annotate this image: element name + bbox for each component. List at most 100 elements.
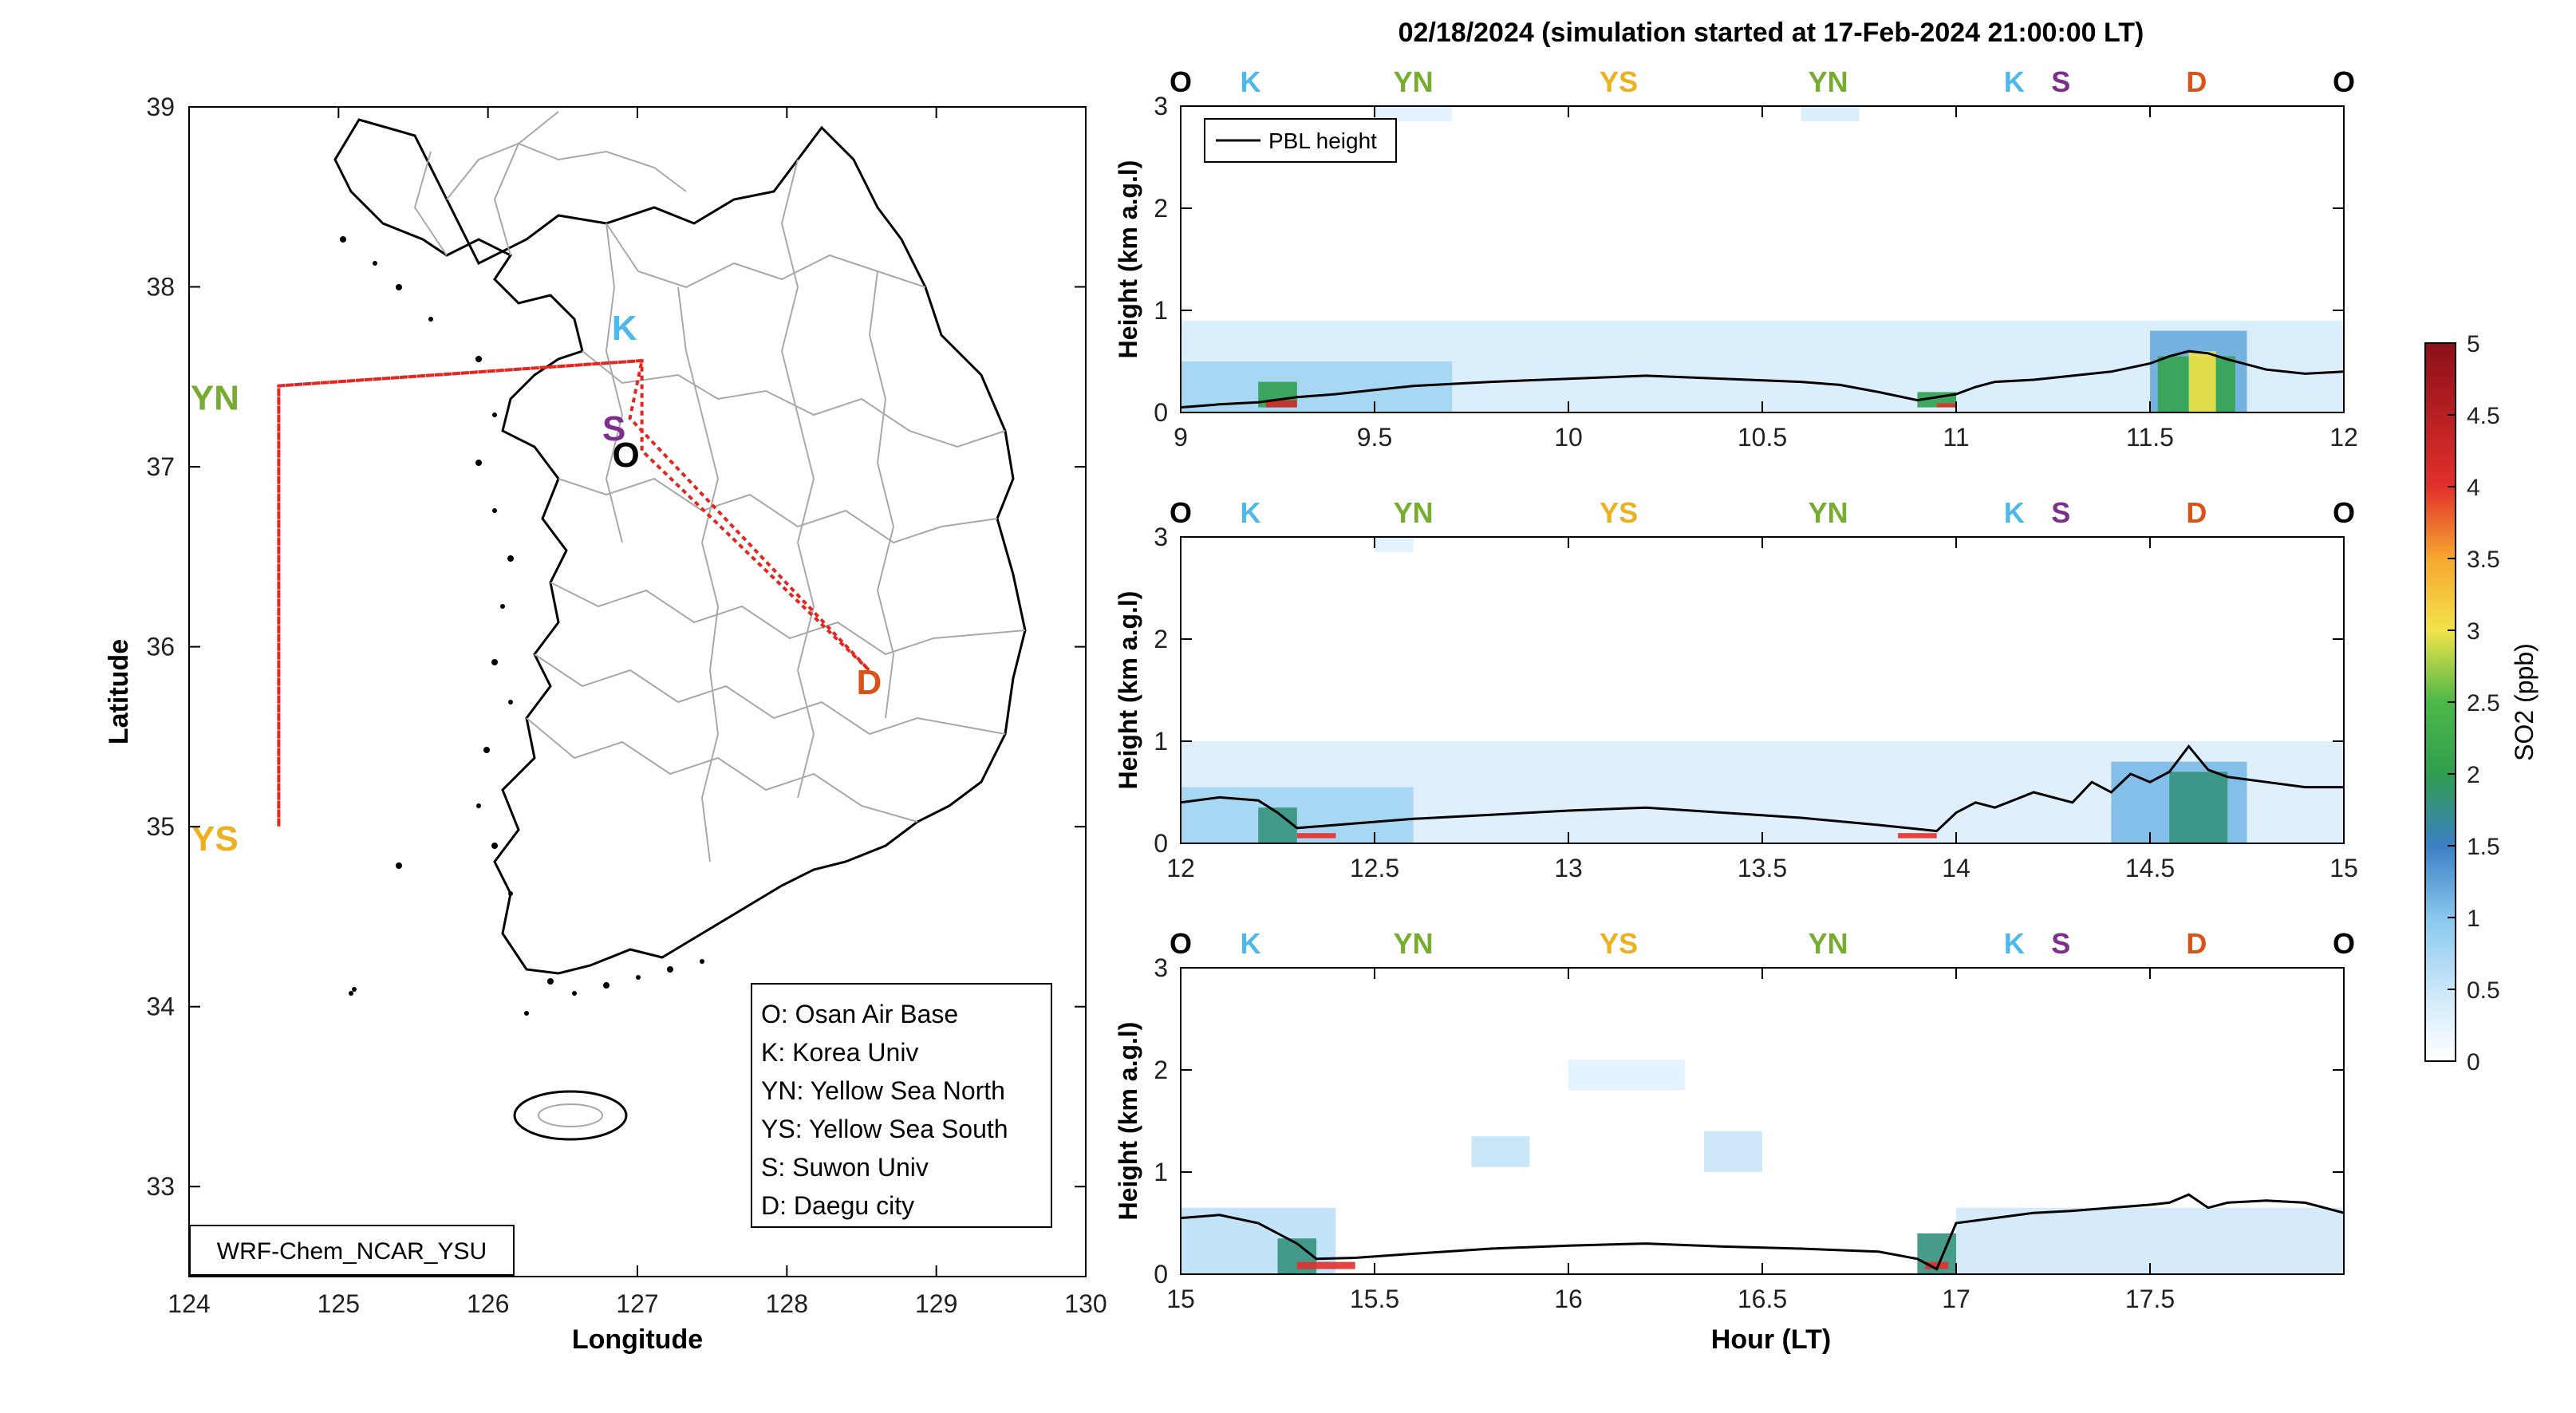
site-marker-label: K xyxy=(1240,65,1260,98)
legend-item: K: Korea Univ xyxy=(761,1038,918,1067)
site-marker-label: D xyxy=(2186,496,2207,529)
site-marker-label: YN xyxy=(1394,496,1434,529)
colorbar-tick-label: 1.5 xyxy=(2467,834,2500,860)
y-axis-label: Height (km a.g.l) xyxy=(1114,160,1142,359)
map-ytick-label: 36 xyxy=(146,633,175,661)
site-marker-label: O xyxy=(1170,927,1192,960)
colorbar-tick-label: 4.5 xyxy=(2467,403,2500,429)
site-label-yn: YN xyxy=(191,379,239,418)
so2-cell xyxy=(1925,1261,1949,1269)
colorbar-tick-label: 0 xyxy=(2467,1049,2480,1076)
so2-cell xyxy=(1375,106,1453,122)
x-tick-label: 9 xyxy=(1174,423,1188,452)
site-marker-label: YS xyxy=(1600,496,1638,529)
site-label-k: K xyxy=(612,309,637,348)
site-marker-label: K xyxy=(2004,65,2025,98)
y-axis-label: Height (km a.g.l) xyxy=(1114,1022,1142,1221)
watermark-text: WRF-Chem_NCAR_YSU xyxy=(217,1238,487,1265)
so2-field xyxy=(1181,106,2344,412)
route-line xyxy=(277,358,870,827)
so2-cell xyxy=(1296,833,1336,839)
x-tick-label: 15 xyxy=(2329,854,2358,882)
x-tick-label: 12 xyxy=(1166,854,1195,882)
y-axis-label: Height (km a.g.l) xyxy=(1114,591,1142,790)
site-marker-label: O xyxy=(2333,927,2355,960)
legend-item: D: Daegu city xyxy=(761,1191,914,1220)
so2-cell xyxy=(2188,351,2216,412)
so2-cell xyxy=(1265,400,1297,408)
y-tick-label: 0 xyxy=(1154,398,1168,427)
legend-item: S: Suwon Univ xyxy=(761,1153,929,1182)
map-xtick-label: 129 xyxy=(915,1289,957,1318)
pbl-height-line xyxy=(1181,1193,2344,1271)
map-ytick-label: 37 xyxy=(146,452,175,481)
so2-field xyxy=(1181,537,2344,843)
peninsula-outline xyxy=(333,118,1027,975)
y-tick-label: 0 xyxy=(1154,829,1168,858)
site-marker-label: K xyxy=(2004,496,2025,529)
x-tick-label: 15.5 xyxy=(1350,1285,1399,1313)
colorbar-label: SO2 (ppb) xyxy=(2510,643,2539,761)
x-tick-label: 11.5 xyxy=(2126,423,2174,452)
pbl-height-line xyxy=(1181,744,2344,833)
curtain-panel-3: 15 15.5 16 16.5 17 17.5 0 1 2 3 Height (km a.g.l) O… xyxy=(1114,927,2355,1313)
colorbar-tick-label: 0.5 xyxy=(2467,977,2500,1004)
x-tick-label: 9.5 xyxy=(1357,423,1392,452)
x-tick-label: 15 xyxy=(1166,1285,1195,1313)
site-marker-label: YN xyxy=(1809,927,1848,960)
map-xtick-label: 126 xyxy=(467,1289,509,1318)
map-ytick-label: 39 xyxy=(146,93,175,121)
site-marker-label: K xyxy=(1240,496,1260,529)
site-label-d: D xyxy=(856,663,882,702)
so2-cell xyxy=(1471,1136,1530,1167)
bottom-xlabel: Hour (LT) xyxy=(1711,1324,1831,1355)
pbl-height-line xyxy=(1181,349,2344,409)
map-xtick-label: 130 xyxy=(1064,1289,1107,1318)
colorbar: 0 0.5 1 1.5 2 2.5 3 3.5 4 4.5 5 SO2 (ppb) xyxy=(2424,331,2539,1076)
site-marker-label: O xyxy=(2333,496,2355,529)
legend-item: YN: Yellow Sea North xyxy=(761,1076,1005,1105)
map-ytick-label: 33 xyxy=(146,1172,175,1201)
so2-cell xyxy=(2169,772,2228,843)
map-ylabel: Latitude xyxy=(104,639,134,744)
colorbar-tick-label: 4 xyxy=(2467,475,2480,501)
map-xtick-label: 125 xyxy=(318,1289,360,1318)
site-marker-label: YS xyxy=(1600,927,1638,960)
x-tick-label: 12 xyxy=(2329,423,2358,452)
y-tick-label: 1 xyxy=(1154,1158,1168,1186)
site-marker-label: S xyxy=(2051,927,2070,960)
x-tick-label: 17 xyxy=(1942,1285,1970,1313)
so2-cell xyxy=(1296,1261,1355,1269)
site-marker-label: D xyxy=(2186,927,2207,960)
x-tick-label: 14.5 xyxy=(2125,854,2175,882)
site-marker-label: S xyxy=(2051,65,2070,98)
so2-cell xyxy=(1801,106,1860,122)
map-ytick-label: 38 xyxy=(146,273,175,302)
district-boundaries xyxy=(413,111,1026,862)
colorbar-tick-label: 1 xyxy=(2467,906,2480,932)
map-sites: O K YN YS S D xyxy=(191,309,882,858)
y-tick-label: 3 xyxy=(1154,92,1168,120)
colorbar-tick-label: 3.5 xyxy=(2467,547,2500,573)
y-tick-label: 2 xyxy=(1154,194,1168,223)
site-legend: O: Osan Air Base K: Korea Univ YN: Yello… xyxy=(751,983,1052,1228)
site-marker-label: YN xyxy=(1394,65,1434,98)
y-tick-label: 1 xyxy=(1154,727,1168,756)
x-tick-label: 13.5 xyxy=(1738,854,1787,882)
so2-cell xyxy=(1898,833,1937,839)
colorbar-ticks: 0 0.5 1 1.5 2 2.5 3 3.5 4 4.5 5 xyxy=(2448,331,2500,1076)
x-tick-label: 17.5 xyxy=(2125,1285,2175,1313)
site-marker-label: O xyxy=(2333,65,2355,98)
figure-title: 02/18/2024 (simulation started at 17-Feb… xyxy=(1398,18,2144,48)
y-tick-label: 3 xyxy=(1154,953,1168,982)
so2-cell xyxy=(1568,1060,1685,1091)
site-marker-label: O xyxy=(1170,496,1192,529)
colorbar-tick-label: 5 xyxy=(2467,331,2480,357)
map-ytick-label: 34 xyxy=(146,993,175,1021)
colorbar-tick-label: 3 xyxy=(2467,618,2480,645)
colorbar-tick-label: 2.5 xyxy=(2467,690,2500,716)
site-label-s: S xyxy=(602,409,625,448)
map-xtick-label: 128 xyxy=(766,1289,808,1318)
x-tick-label: 10 xyxy=(1554,423,1583,452)
